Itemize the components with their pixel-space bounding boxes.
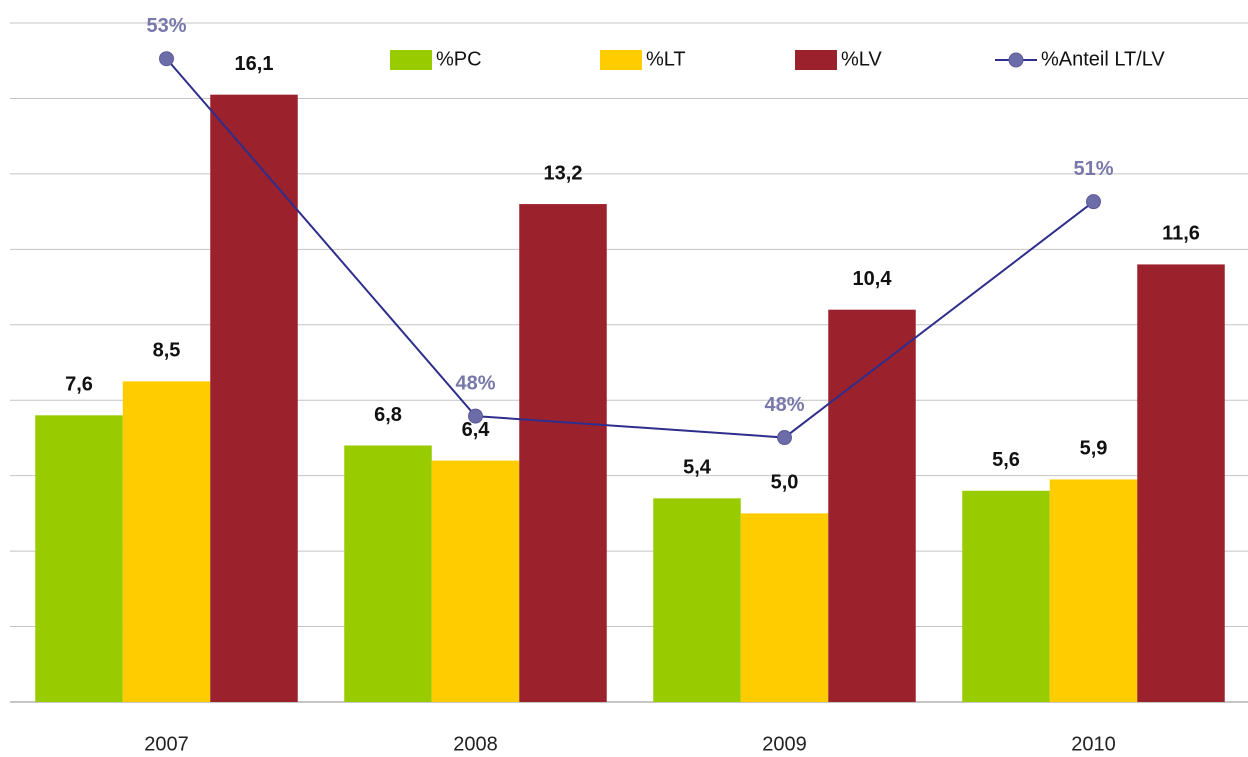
line-marker: [159, 51, 174, 67]
x-tick-label: 2009: [762, 733, 807, 755]
legend-label: %PC: [436, 48, 482, 70]
line-marker: [468, 408, 483, 424]
line-value-label: 48%: [455, 372, 495, 394]
bar-value-label: 6,8: [374, 404, 402, 426]
bar: [653, 498, 741, 702]
bar-value-label: 11,6: [1162, 223, 1200, 245]
bar: [210, 94, 298, 702]
legend-swatch: [795, 50, 837, 70]
bar-value-label: 5,9: [1080, 438, 1108, 460]
bar: [519, 204, 607, 703]
legend-marker: [1008, 52, 1024, 68]
bar-value-label: 5,6: [992, 449, 1020, 471]
line-marker: [777, 430, 792, 446]
bar: [122, 381, 211, 702]
line-value-label: 53%: [146, 15, 186, 37]
line-value-label: 48%: [764, 394, 804, 416]
legend-swatch: [390, 50, 432, 70]
bar-value-label: 7,6: [65, 374, 93, 396]
bar-value-label: 5,0: [771, 472, 799, 494]
x-tick-label: 2010: [1071, 733, 1116, 755]
line-value-label: 51%: [1073, 158, 1113, 180]
bar: [1049, 479, 1138, 702]
bar-value-label: 6,4: [462, 419, 491, 441]
bar-value-label: 13,2: [544, 162, 583, 184]
legend-label: %LV: [841, 48, 882, 70]
bar: [35, 415, 123, 702]
bar: [344, 445, 432, 702]
bar: [431, 460, 520, 702]
bar: [828, 309, 916, 702]
bar-value-label: 10,4: [853, 268, 893, 290]
bar: [1137, 264, 1225, 702]
line-series: [165, 58, 1095, 439]
bar-value-label: 8,5: [153, 340, 181, 362]
bar-value-label: 5,4: [683, 457, 712, 479]
line-marker: [1086, 194, 1101, 210]
x-tick-label: 2007: [144, 733, 189, 755]
legend-label: %LT: [646, 48, 686, 70]
x-tick-label: 2008: [453, 733, 498, 755]
bar-value-label: 16,1: [235, 53, 274, 75]
bar: [740, 513, 829, 702]
legend-swatch: [600, 50, 642, 70]
bar: [962, 490, 1050, 702]
legend-label: %Anteil LT/LV: [1041, 48, 1165, 70]
